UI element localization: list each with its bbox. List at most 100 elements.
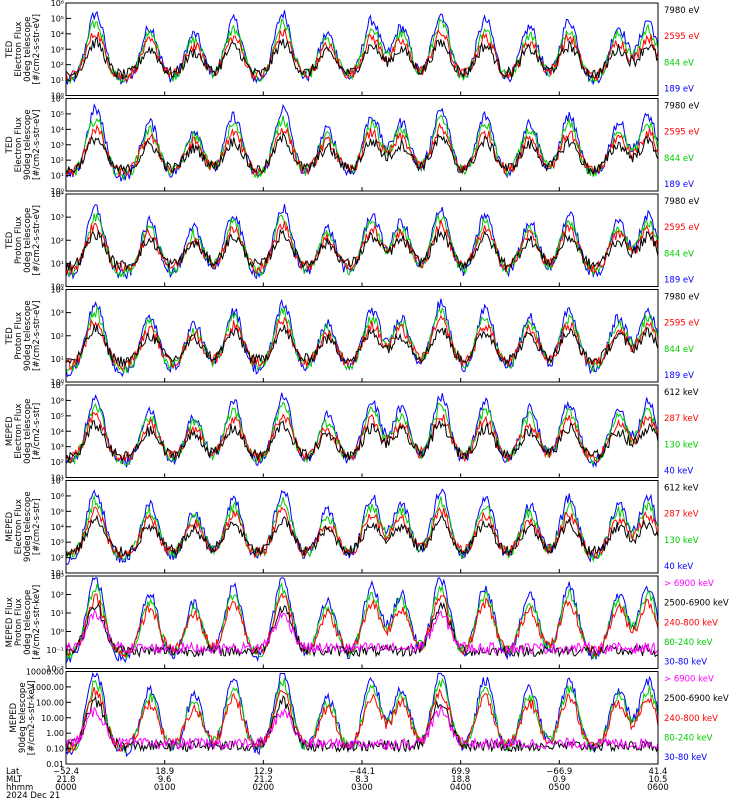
panel-2-legend-4: 189 eV [664, 180, 694, 190]
panel-3-ylabel-line-3: 0deg telescope [23, 208, 33, 273]
panel-3-ytick-label-1: 10⁰ [51, 283, 64, 292]
panel-2-ytick-label-7: 10⁶ [51, 95, 64, 104]
axis-lat-2: 18.9 [155, 767, 174, 777]
panel-6-ylabel-line-2: Electron Flux [14, 499, 24, 554]
panel-3-ytick-label-3: 10² [51, 236, 64, 245]
panel-5-ylabel-line-3: 0deg telescope [23, 399, 33, 464]
panel-2-ytick-label-5: 10⁴ [51, 125, 64, 134]
panel-7-legend-4: 80-240 keV [664, 638, 713, 648]
panel-8-ytick-label-4: 10.00 [41, 714, 64, 723]
panel-8-ytick-label-6: 1000.00 [31, 683, 64, 692]
panel-2-ytick-label-1: 10⁰ [51, 187, 64, 196]
panel-6-legend-4: 40 keV [664, 562, 693, 572]
panel-4-ylabel-line-2: Proton Flux [14, 312, 24, 360]
panel-5-ytick-label-6: 10⁶ [51, 396, 64, 405]
panel-7-series-3-line [65, 592, 659, 659]
panel-8-ylabel-line-1: MEPED [9, 702, 19, 732]
panel-8-ytick-label-2: 0.10 [46, 745, 64, 754]
panel-2-series-4-line [65, 131, 659, 176]
panel-1-ytick-label-6: 10⁵ [51, 14, 64, 23]
panel-8-ytick-label-1: 0.01 [46, 760, 64, 769]
panel-4-traces [65, 298, 659, 378]
panel-6-series-3-line [65, 506, 659, 560]
panel-4-ytick-label-5: 10⁴ [51, 286, 64, 295]
panel-4-ytick-label-1: 10⁰ [51, 378, 64, 387]
panel-1-series-1-line [65, 10, 659, 86]
panel-6-legend-3: 130 keV [664, 536, 699, 546]
axis-lat-3: 12.9 [254, 767, 273, 777]
panel-4-ytick-label-2: 10¹ [51, 355, 64, 364]
panel-7-legend-3: 240-800 keV [664, 618, 718, 628]
axis-row-label-4: 2024 Dec 21 [6, 791, 60, 800]
panel-2-legend-1: 7980 eV [664, 102, 700, 112]
panel-7-ylabel-line-1: MEPED Flux [5, 597, 15, 647]
panel-5-ytick-label-1: 10¹ [51, 474, 64, 483]
panel-7-ytick-label-1: 10⁻² [46, 665, 64, 674]
panel-6-legend-1: 612 keV [664, 484, 699, 494]
panel-8-series-5-line [65, 705, 659, 751]
panel-2-ylabel-line-3: 90deg telescope [23, 109, 33, 180]
panel-3-traces [65, 204, 659, 280]
panel-6-ylabel-line-4: [#/cm2-s-str] [32, 498, 42, 555]
panel-4-legend-4: 189 eV [664, 371, 694, 381]
panel-1-ylabel-line-4: [#/cm2-s-str-eV] [32, 14, 42, 84]
panel-6-ytick-label-2: 10² [51, 554, 64, 563]
panel-8-series-2-line [65, 677, 659, 754]
panel-4-ylabel-line-3: 90deg telescope [23, 300, 33, 371]
panel-7-ytick-label-5: 10² [51, 591, 64, 600]
axis-hhmm-7: 0600 [647, 783, 669, 793]
panel-2-ytick-label-4: 10³ [51, 141, 64, 150]
panel-7-series-2-line [65, 581, 659, 662]
axis-mlt-5: 18.8 [451, 775, 470, 785]
panel-5-ylabel-line-1: MEPED [5, 416, 15, 446]
panel-1-traces [65, 10, 659, 86]
panel-4-legend-2: 2595 eV [664, 319, 700, 329]
panel-3-ylabel-line-4: [#/cm2-s-str-eV] [32, 205, 42, 275]
axis-mlt-3: 21.2 [254, 775, 273, 785]
panel-6-ytick-label-6: 10⁶ [51, 492, 64, 501]
panel-5-ytick-label-5: 10⁵ [51, 412, 64, 421]
panel-1-ylabel-line-3: 0deg telescope [23, 17, 33, 82]
panel-5-ytick-label-4: 10⁴ [51, 427, 64, 436]
axis-hhmm-1: 0000 [55, 783, 77, 793]
panel-6-ytick-label-4: 10⁴ [51, 523, 64, 532]
panel-1-legend-2: 2595 eV [664, 32, 700, 42]
axis-hhmm-3: 0200 [253, 783, 275, 793]
panel-3-series-3-line [65, 219, 659, 275]
panel-7-ylabel-line-4: [#/cm2-s-str-keV] [32, 585, 42, 660]
panel-2-legend-3: 844 eV [664, 154, 694, 164]
panel-8-series-4-line [65, 695, 659, 753]
panel-2-ytick-label-6: 10⁵ [51, 110, 64, 119]
panel-3-series-4-line [65, 228, 659, 272]
panel-8-ylabel-line-2: 90deg telescope [18, 682, 28, 753]
panel-7-legend-2: 2500-6900 keV [664, 599, 729, 609]
axis-lat-6: −66.9 [546, 767, 572, 777]
panel-1-ylabel-line-2: Electron Flux [14, 22, 24, 77]
panel-3-ytick-label-5: 10⁴ [51, 190, 64, 199]
panel-7-legend-1: > 6900 keV [664, 579, 714, 589]
axes-layer [65, 2, 659, 765]
panel-2-ytick-label-2: 10¹ [51, 172, 64, 181]
panel-4-series-3-line [65, 314, 659, 371]
panel-8-traces [65, 671, 659, 758]
panel-8-ytick-label-7: 10000.00 [26, 668, 64, 677]
panel-1-ylabel-line-1: TED [5, 40, 15, 59]
panel-2-series-1-line [65, 103, 659, 182]
panel-2-legend-2: 2595 eV [664, 128, 700, 138]
panel-3-ylabel-line-1: TED [5, 231, 15, 250]
panel-6-ytick-label-3: 10³ [51, 538, 64, 547]
panel-5-ylabel-line-2: Electron Flux [14, 404, 24, 459]
panel-8-ytick-label-3: 1.00 [46, 729, 64, 738]
axis-lat-5: 69.9 [451, 767, 470, 777]
panel-2-ytick-label-3: 10² [51, 156, 64, 165]
panel-5-ylabel-line-4: [#/cm2-s-str] [32, 403, 42, 460]
axis-lat-1: −52.4 [53, 767, 79, 777]
panel-7-series-4-line [65, 601, 659, 658]
panel-4-ytick-label-3: 10² [51, 332, 64, 341]
panel-3-legend-2: 2595 eV [664, 223, 700, 233]
panel-1-ytick-label-7: 10⁶ [51, 0, 64, 8]
panel-3-ytick-label-4: 10³ [51, 213, 64, 222]
axis-hhmm-5: 0400 [450, 783, 472, 793]
panel-4-series-4-line [65, 324, 659, 367]
